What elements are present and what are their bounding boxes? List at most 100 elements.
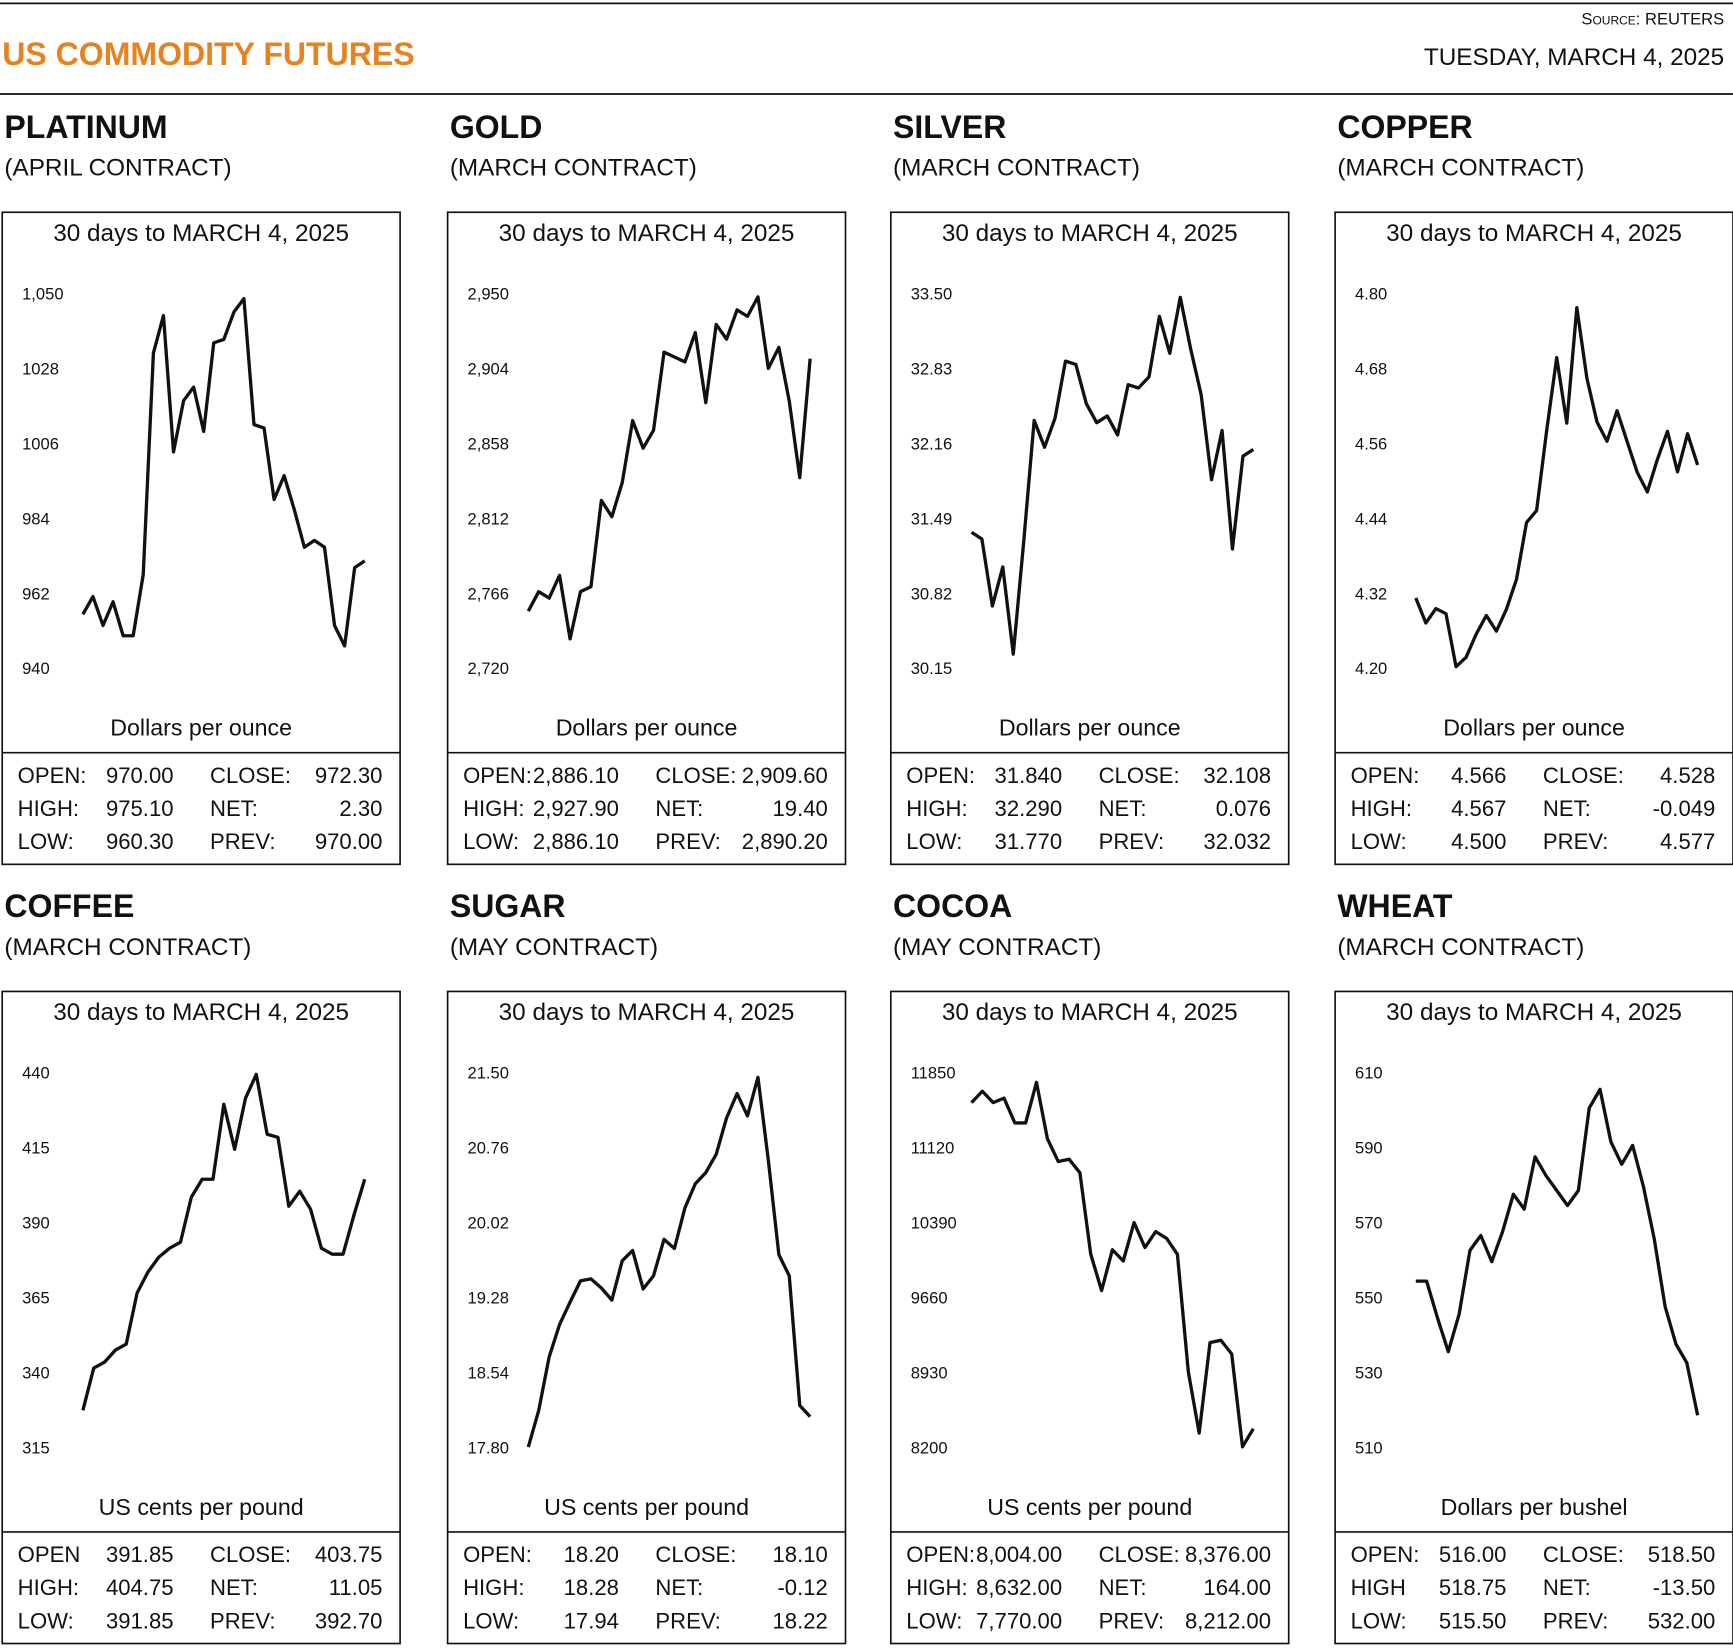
- price-line: [81, 1072, 367, 1411]
- stat-value: 515.50: [1439, 1608, 1507, 1633]
- y-tick-label: 19.28: [468, 1289, 509, 1308]
- y-tick-label: 1006: [22, 434, 59, 453]
- stat-label: PREV:: [655, 1608, 720, 1633]
- contract: (MARCH CONTRACT): [4, 934, 251, 961]
- chart-box: [446, 211, 847, 866]
- stat-label: PREV:: [1543, 829, 1608, 854]
- stat-label: CLOSE:: [655, 763, 736, 788]
- stat-value: 532.00: [1648, 1608, 1716, 1633]
- stat-label: NET:: [210, 796, 258, 821]
- stat-value: 19.40: [773, 796, 828, 821]
- y-tick-label: 4.44: [1355, 509, 1387, 528]
- y-tick-label: 340: [22, 1363, 50, 1382]
- y-tick-label: 1028: [22, 359, 59, 378]
- stat-label: OPEN:: [1351, 1542, 1420, 1567]
- stat-value: 7,770.00: [976, 1608, 1062, 1633]
- y-tick-label: 962: [22, 584, 50, 603]
- chart-box: [889, 990, 1290, 1645]
- stat-label: CLOSE:: [1543, 1542, 1624, 1567]
- chart-box: [889, 211, 1290, 866]
- stat-label: HIGH: [1351, 1575, 1406, 1600]
- chart-subtitle: 30 days to MARCH 4, 2025: [942, 999, 1238, 1026]
- stat-label: PREV:: [655, 829, 720, 854]
- stat-label: NET:: [1099, 796, 1147, 821]
- source: Source: REUTERS: [1581, 9, 1724, 28]
- y-tick-label: 4.80: [1355, 285, 1387, 304]
- y-tick-label: 18.54: [468, 1363, 509, 1382]
- stat-value: 391.85: [106, 1542, 174, 1567]
- stat-label: NET:: [1099, 1575, 1147, 1600]
- commodity-name: WHEAT: [1337, 888, 1453, 924]
- stat-label: OPEN:: [906, 763, 975, 788]
- stat-label: LOW:: [906, 1608, 962, 1633]
- stat-label: CLOSE:: [1543, 763, 1624, 788]
- stat-value: 4.566: [1451, 763, 1506, 788]
- y-tick-label: 570: [1355, 1214, 1383, 1233]
- y-tick-label: 590: [1355, 1139, 1383, 1158]
- stat-value: 516.00: [1439, 1542, 1507, 1567]
- price-line: [970, 295, 1255, 656]
- stat-label: LOW:: [1351, 829, 1407, 854]
- y-tick-label: 11120: [911, 1139, 955, 1158]
- stat-label: OPEN: [18, 1542, 81, 1567]
- price-line: [526, 1075, 812, 1448]
- y-tick-label: 30.82: [911, 584, 952, 603]
- stat-value: 18.22: [773, 1608, 828, 1633]
- stat-label: OPEN:: [463, 763, 532, 788]
- commodity-name: COFFEE: [4, 888, 134, 924]
- stat-label: HIGH:: [18, 796, 79, 821]
- stat-value: 164.00: [1203, 1575, 1271, 1600]
- stat-label: OPEN:: [1351, 763, 1420, 788]
- stat-value: 972.30: [315, 763, 383, 788]
- y-tick-label: 365: [22, 1289, 50, 1308]
- chart-box: [446, 990, 847, 1645]
- chart-box: [1334, 990, 1733, 1645]
- y-tick-label: 4.56: [1355, 434, 1387, 453]
- stat-value: 518.75: [1439, 1575, 1507, 1600]
- stat-label: LOW:: [906, 829, 962, 854]
- stat-value: 18.28: [564, 1575, 619, 1600]
- y-tick-label: 30.15: [911, 659, 952, 678]
- stat-value: 8,004.00: [976, 1542, 1062, 1567]
- stat-value: 8,212.00: [1185, 1608, 1271, 1633]
- unit-label: Dollars per ounce: [110, 715, 292, 741]
- stat-value: 2,886.10: [533, 829, 619, 854]
- y-tick-label: 2,904: [468, 359, 509, 378]
- y-tick-label: 20.02: [468, 1214, 509, 1233]
- stat-label: NET:: [1543, 1575, 1591, 1600]
- y-tick-label: 8200: [911, 1438, 948, 1457]
- page-title: US COMMODITY FUTURES: [2, 36, 414, 72]
- stat-value: 31.840: [995, 763, 1063, 788]
- stat-label: PREV:: [1099, 829, 1164, 854]
- stat-label: LOW:: [1351, 1608, 1407, 1633]
- y-tick-label: 1,050: [22, 285, 63, 304]
- y-tick-label: 610: [1355, 1064, 1383, 1083]
- stat-label: HIGH:: [463, 1575, 524, 1600]
- contract: (MARCH CONTRACT): [893, 155, 1140, 182]
- stat-value: 4.577: [1660, 829, 1715, 854]
- y-tick-label: 4.68: [1355, 359, 1387, 378]
- stat-value: 8,632.00: [976, 1575, 1062, 1600]
- y-tick-label: 2,858: [468, 434, 509, 453]
- y-tick-label: 21.50: [468, 1064, 509, 1083]
- y-tick-label: 31.49: [911, 509, 952, 528]
- stat-value: 4.500: [1451, 829, 1506, 854]
- stat-label: CLOSE:: [655, 1542, 736, 1567]
- unit-label: Dollars per ounce: [1443, 715, 1625, 741]
- stat-value: 970.00: [106, 763, 174, 788]
- stat-value: 404.75: [106, 1575, 174, 1600]
- chart-subtitle: 30 days to MARCH 4, 2025: [1386, 999, 1682, 1026]
- stat-value: -0.12: [777, 1575, 827, 1600]
- stat-label: HIGH:: [906, 796, 967, 821]
- unit-label: US cents per pound: [544, 1494, 749, 1520]
- commodity-name: SUGAR: [450, 888, 566, 924]
- y-tick-label: 940: [22, 659, 50, 678]
- y-tick-label: 984: [22, 509, 50, 528]
- stat-label: HIGH:: [18, 1575, 79, 1600]
- price-line: [970, 1080, 1255, 1449]
- stat-label: CLOSE:: [1099, 763, 1180, 788]
- stat-value: 18.10: [773, 1542, 828, 1567]
- y-tick-label: 8930: [911, 1363, 948, 1382]
- stat-value: 2,927.90: [533, 796, 619, 821]
